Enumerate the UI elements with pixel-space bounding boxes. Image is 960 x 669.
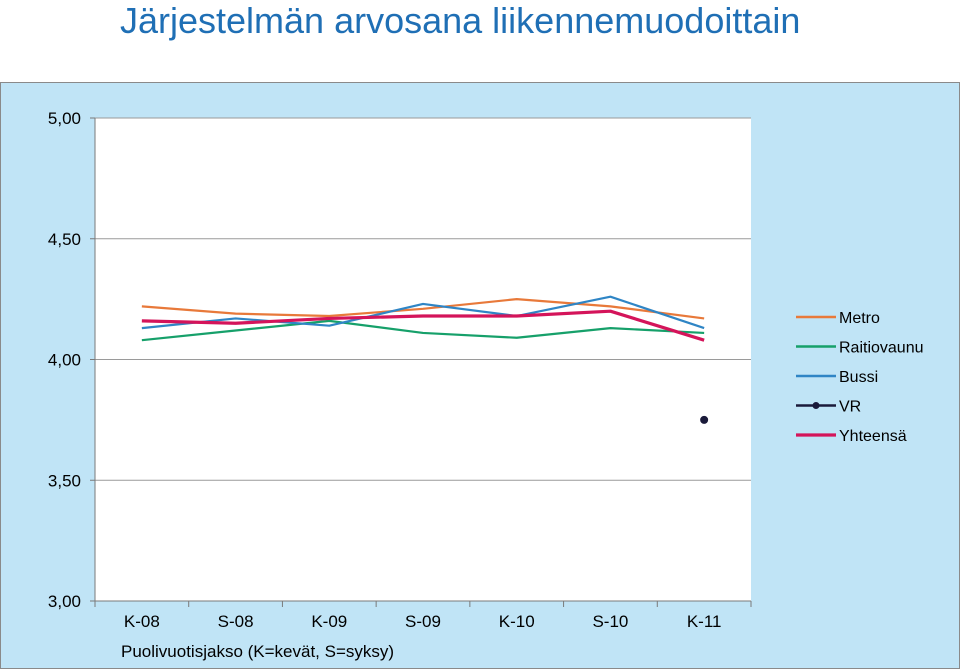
y-tick-label: 3,50 (48, 471, 81, 490)
x-tick-label: K-10 (499, 612, 535, 631)
series-lines (141, 295, 710, 425)
legend-label: Raitiovaunu (839, 340, 924, 357)
line-chart: 3,00 3,50 4,00 4,50 5,00 K-08 S-08 K-09 S-09 K-10… (48, 109, 924, 661)
x-tick-label: K-11 (687, 612, 722, 631)
y-tick-label: 4,50 (48, 230, 81, 249)
legend-marker (812, 402, 820, 409)
y-tick-label: 5,00 (48, 109, 81, 128)
series-line-yhteensä (141, 309, 705, 342)
y-tick-label: 4,00 (48, 351, 81, 370)
x-tick-label: K-08 (124, 612, 160, 631)
series-line-bussi (141, 295, 705, 330)
legend-label: Bussi (839, 369, 878, 386)
x-tick-label: S-08 (218, 612, 254, 631)
page-title: Järjestelmän arvosana liikennemuodoittai… (120, 0, 801, 41)
legend-label: Yhteensä (839, 428, 907, 445)
axes: 3,00 3,50 4,00 4,50 5,00 K-08 S-08 K-09 S-09 K-10… (48, 109, 752, 661)
x-tick-label: K-09 (311, 612, 347, 631)
y-tick-label: 3,00 (48, 592, 81, 611)
chart-panel: 3,00 3,50 4,00 4,50 5,00 K-08 S-08 K-09 S-09 K-10… (0, 82, 960, 669)
series-line-metro (141, 298, 705, 320)
legend: Metro Raitiovaunu Bussi VR Yhteensä (796, 310, 924, 445)
data-point-vr (699, 414, 710, 425)
x-tick-label: S-10 (592, 612, 628, 631)
x-axis-title: Puolivuotisjakso (K=kevät, S=syksy) (121, 642, 394, 661)
legend-label: VR (839, 399, 861, 416)
legend-label: Metro (839, 310, 880, 327)
x-tick-label: S-09 (405, 612, 441, 631)
series-line-raitiovaunu (141, 319, 705, 342)
